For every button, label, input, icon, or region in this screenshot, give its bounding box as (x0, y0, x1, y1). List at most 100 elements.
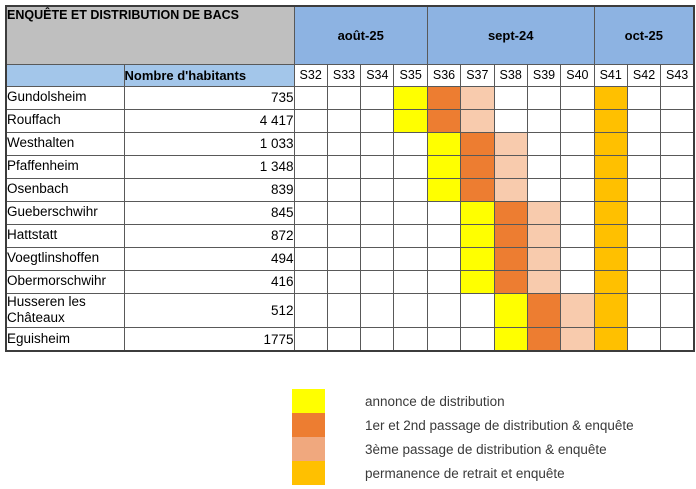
schedule-cell-s32[interactable] (293, 154, 328, 179)
commune-name-cell[interactable]: Osenbach (5, 177, 125, 202)
schedule-cell-s37[interactable] (460, 154, 495, 179)
schedule-cell-s36[interactable] (426, 85, 462, 110)
schedule-cell-s33[interactable] (326, 131, 362, 156)
schedule-cell-s41[interactable] (593, 223, 628, 248)
schedule-cell-s38[interactable] (493, 177, 528, 202)
schedule-cell-s35[interactable] (393, 200, 428, 225)
schedule-cell-s37[interactable] (460, 246, 495, 271)
schedule-cell-s35[interactable] (393, 108, 428, 133)
schedule-cell-s33[interactable] (326, 327, 362, 352)
schedule-cell-s40[interactable] (560, 269, 595, 294)
schedule-cell-s38[interactable] (493, 85, 528, 110)
schedule-cell-s39[interactable] (526, 223, 562, 248)
schedule-cell-s43[interactable] (660, 292, 695, 329)
schedule-cell-s38[interactable] (493, 269, 528, 294)
commune-name-cell[interactable]: Gueberschwihr (5, 200, 125, 225)
schedule-cell-s33[interactable] (326, 200, 362, 225)
schedule-cell-s36[interactable] (426, 131, 462, 156)
schedule-cell-s36[interactable] (426, 154, 462, 179)
schedule-cell-s38[interactable] (493, 131, 528, 156)
schedule-cell-s43[interactable] (660, 131, 695, 156)
schedule-cell-s33[interactable] (326, 246, 362, 271)
schedule-cell-s34[interactable] (360, 223, 395, 248)
schedule-cell-s40[interactable] (560, 108, 595, 133)
schedule-cell-s41[interactable] (593, 246, 628, 271)
schedule-cell-s43[interactable] (660, 108, 695, 133)
schedule-cell-s38[interactable] (493, 154, 528, 179)
schedule-cell-s35[interactable] (393, 154, 428, 179)
schedule-cell-s41[interactable] (593, 200, 628, 225)
schedule-cell-s36[interactable] (426, 108, 462, 133)
schedule-cell-s34[interactable] (360, 200, 395, 225)
schedule-cell-s34[interactable] (360, 177, 395, 202)
schedule-cell-s42[interactable] (626, 269, 662, 294)
schedule-cell-s37[interactable] (460, 85, 495, 110)
schedule-cell-s42[interactable] (626, 200, 662, 225)
schedule-cell-s42[interactable] (626, 292, 662, 329)
schedule-cell-s37[interactable] (460, 177, 495, 202)
habitants-cell[interactable]: 416 (123, 269, 295, 294)
schedule-cell-s40[interactable] (560, 177, 595, 202)
schedule-cell-s32[interactable] (293, 85, 328, 110)
schedule-cell-s34[interactable] (360, 108, 395, 133)
schedule-cell-s40[interactable] (560, 246, 595, 271)
schedule-cell-s32[interactable] (293, 131, 328, 156)
schedule-cell-s39[interactable] (526, 131, 562, 156)
schedule-cell-s35[interactable] (393, 131, 428, 156)
schedule-cell-s39[interactable] (526, 154, 562, 179)
schedule-cell-s43[interactable] (660, 269, 695, 294)
schedule-cell-s37[interactable] (460, 223, 495, 248)
schedule-cell-s38[interactable] (493, 108, 528, 133)
schedule-cell-s38[interactable] (493, 292, 528, 329)
schedule-cell-s38[interactable] (493, 246, 528, 271)
schedule-cell-s42[interactable] (626, 177, 662, 202)
schedule-cell-s40[interactable] (560, 327, 595, 352)
commune-name-cell[interactable]: Voegtlinshoffen (5, 246, 125, 271)
schedule-cell-s36[interactable] (426, 269, 462, 294)
schedule-cell-s39[interactable] (526, 200, 562, 225)
schedule-cell-s40[interactable] (560, 223, 595, 248)
habitants-cell[interactable]: 512 (123, 292, 295, 329)
schedule-cell-s34[interactable] (360, 131, 395, 156)
commune-name-cell[interactable]: Rouffach (5, 108, 125, 133)
schedule-cell-s40[interactable] (560, 85, 595, 110)
schedule-cell-s43[interactable] (660, 200, 695, 225)
commune-name-cell[interactable]: Hattstatt (5, 223, 125, 248)
schedule-cell-s39[interactable] (526, 292, 562, 329)
schedule-cell-s40[interactable] (560, 131, 595, 156)
schedule-cell-s41[interactable] (593, 108, 628, 133)
schedule-cell-s36[interactable] (426, 327, 462, 352)
schedule-cell-s40[interactable] (560, 292, 595, 329)
schedule-cell-s35[interactable] (393, 85, 428, 110)
schedule-cell-s32[interactable] (293, 327, 328, 352)
schedule-cell-s42[interactable] (626, 246, 662, 271)
schedule-cell-s33[interactable] (326, 292, 362, 329)
schedule-cell-s35[interactable] (393, 177, 428, 202)
schedule-cell-s41[interactable] (593, 154, 628, 179)
schedule-cell-s36[interactable] (426, 177, 462, 202)
schedule-cell-s32[interactable] (293, 246, 328, 271)
schedule-cell-s33[interactable] (326, 154, 362, 179)
schedule-cell-s40[interactable] (560, 154, 595, 179)
schedule-cell-s37[interactable] (460, 269, 495, 294)
schedule-cell-s39[interactable] (526, 246, 562, 271)
schedule-cell-s36[interactable] (426, 246, 462, 271)
habitants-cell[interactable]: 494 (123, 246, 295, 271)
schedule-cell-s32[interactable] (293, 200, 328, 225)
schedule-cell-s34[interactable] (360, 154, 395, 179)
schedule-cell-s34[interactable] (360, 292, 395, 329)
habitants-cell[interactable]: 1 033 (123, 131, 295, 156)
schedule-cell-s34[interactable] (360, 269, 395, 294)
schedule-cell-s37[interactable] (460, 131, 495, 156)
habitants-cell[interactable]: 735 (123, 85, 295, 110)
schedule-cell-s43[interactable] (660, 223, 695, 248)
schedule-cell-s43[interactable] (660, 246, 695, 271)
schedule-cell-s32[interactable] (293, 292, 328, 329)
commune-name-cell[interactable]: Eguisheim (5, 327, 125, 352)
schedule-cell-s42[interactable] (626, 108, 662, 133)
schedule-cell-s32[interactable] (293, 177, 328, 202)
commune-name-cell[interactable]: Pfaffenheim (5, 154, 125, 179)
schedule-cell-s41[interactable] (593, 269, 628, 294)
schedule-cell-s43[interactable] (660, 327, 695, 352)
commune-name-cell[interactable]: Husseren les Châteaux (5, 292, 125, 329)
